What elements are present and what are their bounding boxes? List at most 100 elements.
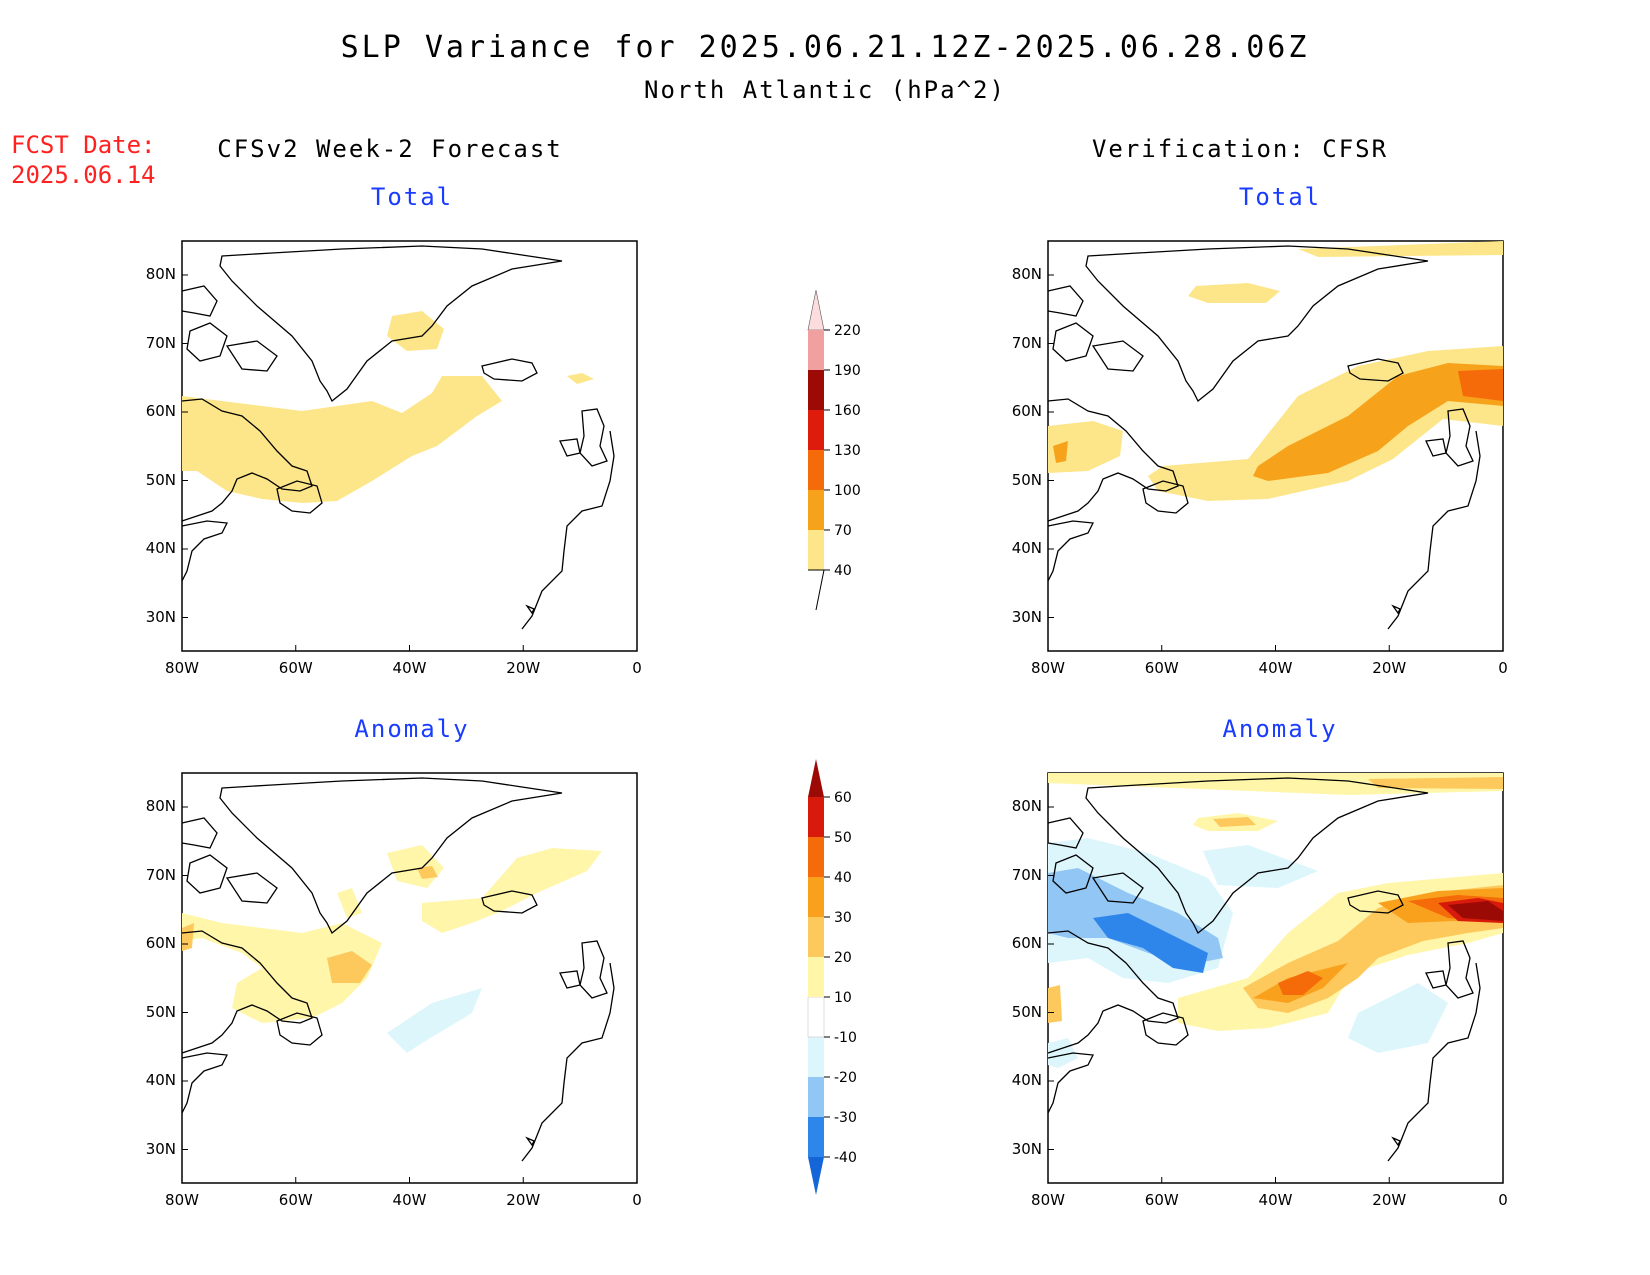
colorbar-swatch xyxy=(808,837,824,877)
forecast-total-map xyxy=(181,240,638,652)
lon-tick-label: 20W xyxy=(1372,1191,1407,1209)
lon-tick-label: 40W xyxy=(392,659,427,677)
lat-tick-label: 80N xyxy=(1011,797,1042,815)
left-column-title: CFSv2 Week-2 Forecast xyxy=(217,135,563,163)
lon-tick-label: 20W xyxy=(1372,659,1407,677)
colorbar-swatch xyxy=(808,370,824,410)
colorbar-label: 40 xyxy=(834,870,852,886)
colorbar-swatch xyxy=(808,877,824,917)
colorbar-top-extension xyxy=(808,759,824,797)
colorbar-label: -10 xyxy=(834,1030,857,1046)
colorbar-label: -40 xyxy=(834,1150,857,1166)
lat-tick-label: 60N xyxy=(1011,934,1042,952)
verification-anomaly-label: Anomaly xyxy=(1222,715,1338,743)
forecast-anomaly-label: Anomaly xyxy=(354,715,470,743)
lon-tick-label: 80W xyxy=(1031,659,1065,677)
colorbar-label: 10 xyxy=(834,990,852,1006)
colorbar-label: 130 xyxy=(834,443,861,459)
colorbar-swatch xyxy=(808,957,824,997)
lat-tick-label: 70N xyxy=(1011,333,1042,352)
lat-tick-label: 70N xyxy=(145,333,176,352)
colorbar-label: 20 xyxy=(834,950,852,966)
lat-tick-label: 80N xyxy=(145,265,176,283)
verification-anomaly-map xyxy=(1047,772,1504,1184)
colorbar-swatch xyxy=(808,1117,824,1157)
colorbar-label: -30 xyxy=(834,1110,857,1126)
lon-tick-label: 60W xyxy=(1144,659,1179,677)
lon-tick-label: 40W xyxy=(1258,659,1293,677)
chart-subtitle: North Atlantic (hPa^2) xyxy=(644,76,1006,104)
lat-tick-label: 30N xyxy=(145,1139,176,1158)
colorbar-label: 70 xyxy=(834,523,852,539)
lat-tick-label: 50N xyxy=(145,1002,176,1021)
lon-tick-label: 0 xyxy=(1498,659,1508,677)
lat-tick-label: 60N xyxy=(145,934,176,952)
colorbar-bottom-extension xyxy=(808,569,825,610)
lon-tick-label: 80W xyxy=(165,1191,199,1209)
lon-tick-label: 20W xyxy=(506,1191,541,1209)
forecast-total-label: Total xyxy=(370,183,454,211)
colorbar-swatch xyxy=(808,490,824,530)
lat-tick-label: 30N xyxy=(145,607,176,626)
colorbar-swatch xyxy=(807,996,825,1038)
lat-tick-label: 70N xyxy=(145,865,176,884)
lon-tick-label: 20W xyxy=(506,659,541,677)
colorbar-label: -20 xyxy=(834,1070,857,1086)
lon-tick-label: 60W xyxy=(278,659,313,677)
lon-tick-label: 40W xyxy=(1258,1191,1293,1209)
lon-tick-label: 0 xyxy=(1498,1191,1508,1209)
lat-tick-label: 60N xyxy=(145,402,176,420)
right-column-title: Verification: CFSR xyxy=(1091,135,1389,163)
colorbar-swatch xyxy=(808,450,824,490)
lat-tick-label: 30N xyxy=(1011,1139,1042,1158)
colorbar-label: 40 xyxy=(834,563,852,579)
total-colorbar: 40 70 100 130 160 190 220 xyxy=(807,289,861,610)
chart-title: SLP Variance for 2025.06.21.12Z-2025.06.… xyxy=(340,30,1310,65)
lat-tick-label: 40N xyxy=(1011,1071,1042,1089)
lat-tick-label: 40N xyxy=(145,1071,176,1089)
anomaly-colorbar-swatches: -40 -30 -20 -10 10 20 30 40 50 60 xyxy=(807,759,857,1195)
lat-tick-label: 60N xyxy=(1011,402,1042,420)
lon-tick-label: 60W xyxy=(1144,1191,1179,1209)
colorbar-swatch xyxy=(808,917,824,957)
colorbar-label: 100 xyxy=(834,483,861,499)
lon-tick-label: 60W xyxy=(278,1191,313,1209)
anomaly-colorbar: -40 -30 -20 -10 10 20 30 40 50 60 xyxy=(807,759,857,1195)
lon-tick-label: 0 xyxy=(632,659,642,677)
lon-tick-label: 80W xyxy=(165,659,199,677)
verification-total-label: Total xyxy=(1238,183,1322,211)
forecast-anomaly-map xyxy=(181,772,638,1184)
colorbar-label: 160 xyxy=(834,403,861,419)
fcst-date-block: FCST Date: 2025.06.14 xyxy=(11,130,156,190)
colorbar-swatch xyxy=(808,330,824,370)
lat-tick-label: 30N xyxy=(1011,607,1042,626)
colorbar-swatch xyxy=(808,410,824,450)
lat-tick-label: 80N xyxy=(1011,265,1042,283)
colorbar-swatch xyxy=(808,797,824,837)
colorbar-label: 50 xyxy=(834,830,852,846)
lat-tick-label: 70N xyxy=(1011,865,1042,884)
lat-tick-label: 50N xyxy=(1011,1002,1042,1021)
colorbar-swatch xyxy=(808,1037,824,1077)
colorbar-label: 60 xyxy=(834,790,852,806)
colorbar-bottom-extension xyxy=(808,1157,824,1195)
colorbar-swatch xyxy=(808,530,824,570)
verification-total-map xyxy=(1047,240,1504,652)
lat-tick-label: 50N xyxy=(1011,470,1042,489)
colorbar-label: 30 xyxy=(834,910,852,926)
lon-tick-label: 80W xyxy=(1031,1191,1065,1209)
lat-tick-label: 40N xyxy=(1011,539,1042,557)
lat-tick-label: 50N xyxy=(145,470,176,489)
colorbar-label: 220 xyxy=(834,323,861,339)
lon-tick-label: 0 xyxy=(632,1191,642,1209)
colorbar-top-extension xyxy=(807,289,825,331)
lon-tick-label: 40W xyxy=(392,1191,427,1209)
total-colorbar-swatches: 40 70 100 130 160 190 220 xyxy=(807,289,861,610)
fcst-date-label: FCST Date: xyxy=(11,131,156,159)
axis-ticks xyxy=(181,274,1504,1183)
colorbar-label: 190 xyxy=(834,363,861,379)
fcst-date-value: 2025.06.14 xyxy=(11,161,156,189)
colorbar-swatch xyxy=(808,1077,824,1117)
lat-tick-label: 40N xyxy=(145,539,176,557)
